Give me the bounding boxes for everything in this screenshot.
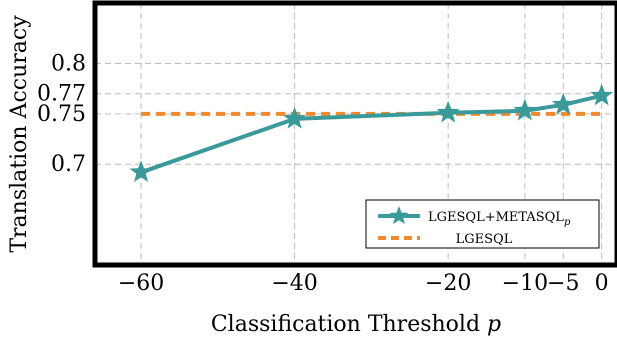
y-tick-label-2: 0.77 xyxy=(37,82,86,107)
x-tick-label-5: 0 xyxy=(595,271,609,296)
x-axis-title-main: Classification Threshold xyxy=(211,312,487,337)
series-metasql-point-1 xyxy=(283,106,306,129)
x-tick-labels: −60 −40 −20 −10−5 0 xyxy=(118,271,609,296)
legend-star-icon xyxy=(389,206,409,225)
x-axis-title: Classification Threshold p xyxy=(211,312,501,337)
series-metasql-point-0 xyxy=(129,160,153,182)
y-tick-label-0: 0.7 xyxy=(51,152,86,177)
x-tick-label-0: −60 xyxy=(118,271,164,296)
legend-label-metasql-sub: p xyxy=(564,217,571,228)
y-tick-label-1: 0.75 xyxy=(37,102,86,127)
x-tick-label-1: −40 xyxy=(271,271,317,296)
x-axis-title-variable: p xyxy=(487,312,501,337)
y-tick-label-3: 0.8 xyxy=(51,51,86,76)
series-metasql-point-3 xyxy=(513,98,537,121)
legend-label-metasql-name: LGESQL+METASQL xyxy=(428,210,564,225)
series-metasql-point-4 xyxy=(551,92,575,115)
y-tick-labels: 0.7 0.750.77 0.8 xyxy=(37,51,86,177)
x-tick-label-2: −20 xyxy=(425,271,471,296)
series-metasql-point-2 xyxy=(436,100,460,123)
legend: LGESQL+METASQLp LGESQL xyxy=(365,199,600,249)
legend-label-lgesql: LGESQL xyxy=(456,232,513,247)
x-tick-label-4: −5 xyxy=(547,271,579,296)
plot-frame xyxy=(92,0,617,268)
legend-label-metasql: LGESQL+METASQLp xyxy=(428,210,571,228)
x-tick-label-3: −10 xyxy=(502,271,548,296)
series-layer xyxy=(129,83,614,182)
y-axis-title: Translation Accuracy xyxy=(7,15,32,253)
series-metasql-point-5 xyxy=(590,83,614,106)
